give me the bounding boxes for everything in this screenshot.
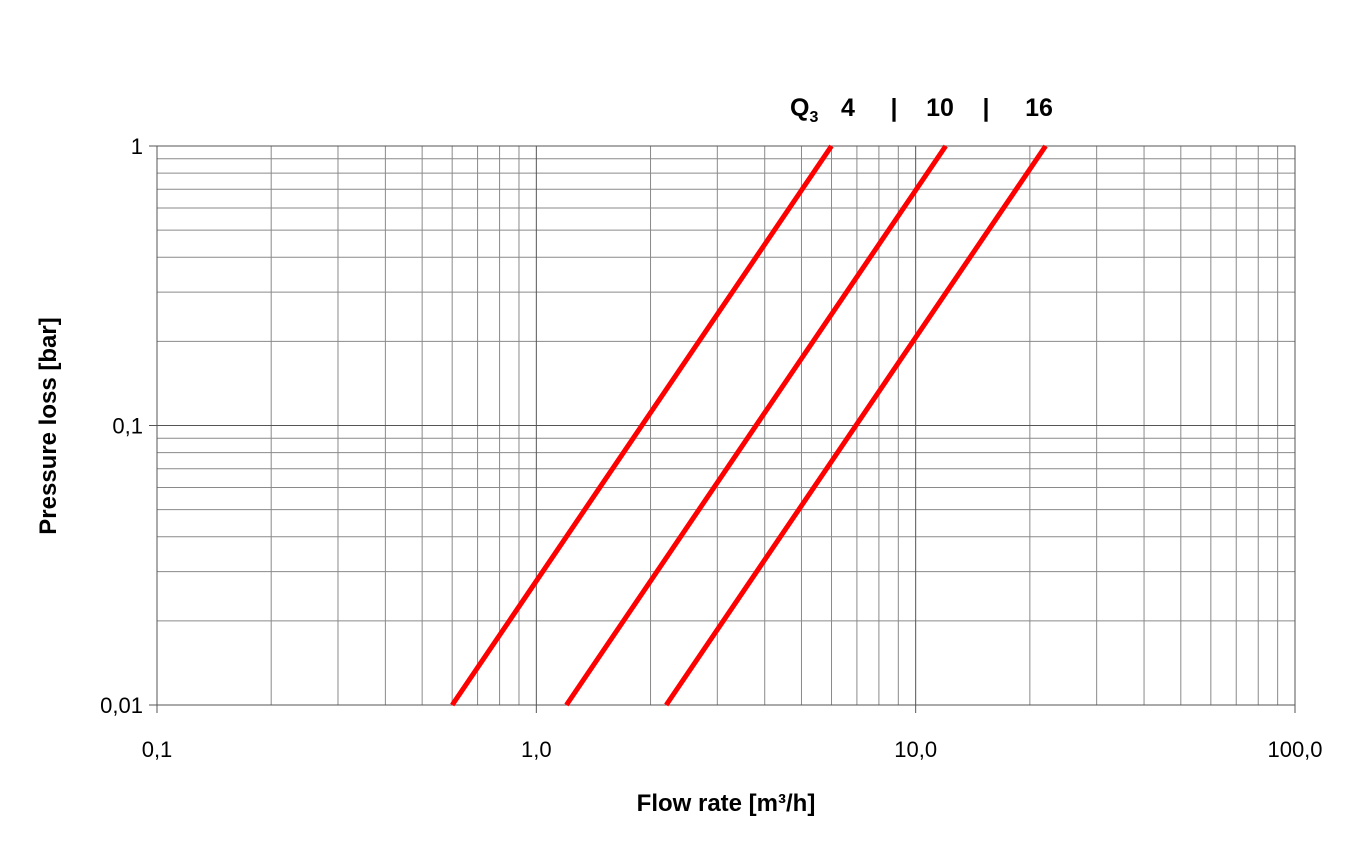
series-header-symbol: Q3 xyxy=(790,94,818,126)
x-tick-label: 1,0 xyxy=(521,737,552,762)
y-tick-label: 1 xyxy=(131,134,143,159)
series-header-label-3: 16 xyxy=(1025,94,1053,122)
y-tick-label: 0,1 xyxy=(112,414,143,439)
series-header-separator-2: | xyxy=(983,94,990,122)
y-tick-label: 0,01 xyxy=(100,693,143,718)
x-tick-label: 0,1 xyxy=(142,737,173,762)
series-header-separator-1: | xyxy=(891,94,898,122)
x-tick-label: 100,0 xyxy=(1267,737,1322,762)
series-lines xyxy=(450,144,1048,707)
y-tick-labels: 0,01 0,1 1 xyxy=(100,134,157,718)
series-line-10 xyxy=(564,144,948,707)
series-line-4 xyxy=(450,144,834,707)
series-line-16 xyxy=(664,144,1048,707)
series-header: Q3 4 | 10 | 16 xyxy=(790,94,1053,126)
x-tick-labels: 0,1 1,0 10,0 100,0 xyxy=(142,705,1323,762)
y-axis-title: Pressure loss [bar] xyxy=(35,317,62,534)
x-tick-label: 10,0 xyxy=(894,737,937,762)
series-header-label-2: 10 xyxy=(926,94,954,122)
x-axis-title: Flow rate [m³/h] xyxy=(637,790,816,817)
series-header-label-1: 4 xyxy=(841,94,855,122)
